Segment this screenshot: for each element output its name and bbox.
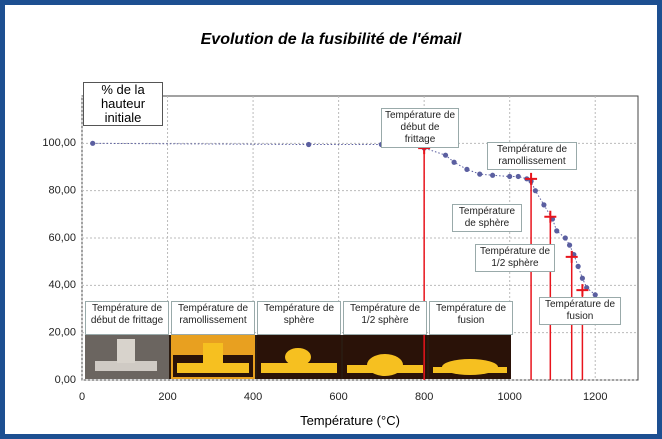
x-tick-label: 800 [415, 391, 433, 403]
annotation: Température de début de frittage [381, 108, 459, 148]
image-caption: Température de fusion [429, 301, 513, 335]
y-tick-label: 100,00 [42, 137, 76, 149]
photo-strip [85, 335, 511, 379]
data-point [563, 235, 568, 240]
data-point [443, 153, 448, 158]
data-point [477, 172, 482, 177]
x-tick-label: 0 [79, 391, 85, 403]
data-point [306, 142, 311, 147]
data-point [90, 141, 95, 146]
x-tick-label: 200 [158, 391, 176, 403]
annotation: Température de sphère [452, 204, 522, 232]
x-tick-label: 400 [244, 391, 262, 403]
y-tick-label: 80,00 [48, 185, 76, 197]
x-axis-label: Température (°C) [225, 413, 475, 428]
y-tick-label: 60,00 [48, 232, 76, 244]
annotation: Température de fusion [539, 297, 621, 325]
image-caption: Température de début de frittage [85, 301, 169, 335]
image-caption: Température de 1/2 sphère [343, 301, 427, 335]
x-tick-label: 1000 [497, 391, 521, 403]
data-point [541, 202, 546, 207]
x-tick-label: 1200 [583, 391, 607, 403]
annotation: Température de 1/2 sphère [475, 244, 555, 272]
chart: 0,00 20,00 40,00 60,00 80,00 100,00 0 200 400 600… [5, 5, 657, 434]
y-axis-label: % de la hauteur initiale [83, 82, 163, 126]
chart-title: Evolution de la fusibilité de l'émail [5, 31, 657, 49]
data-point [576, 264, 581, 269]
x-tick-label: 600 [329, 391, 347, 403]
data-point [507, 174, 512, 179]
y-tick-label: 40,00 [48, 279, 76, 291]
data-point [567, 243, 572, 248]
y-tick-label: 20,00 [48, 327, 76, 339]
data-point [554, 228, 559, 233]
y-tick-label: 0,00 [55, 374, 76, 386]
image-caption: Température de sphère [257, 301, 341, 335]
data-point [533, 188, 538, 193]
data-point [451, 160, 456, 165]
annotation: Température de ramollissement [487, 142, 577, 170]
data-point [580, 276, 585, 281]
image-caption: Température de ramollissement [171, 301, 255, 335]
page: 0,00 20,00 40,00 60,00 80,00 100,00 0 200 400 600… [0, 0, 662, 439]
data-point [464, 167, 469, 172]
data-point [490, 173, 495, 178]
data-point [516, 174, 521, 179]
